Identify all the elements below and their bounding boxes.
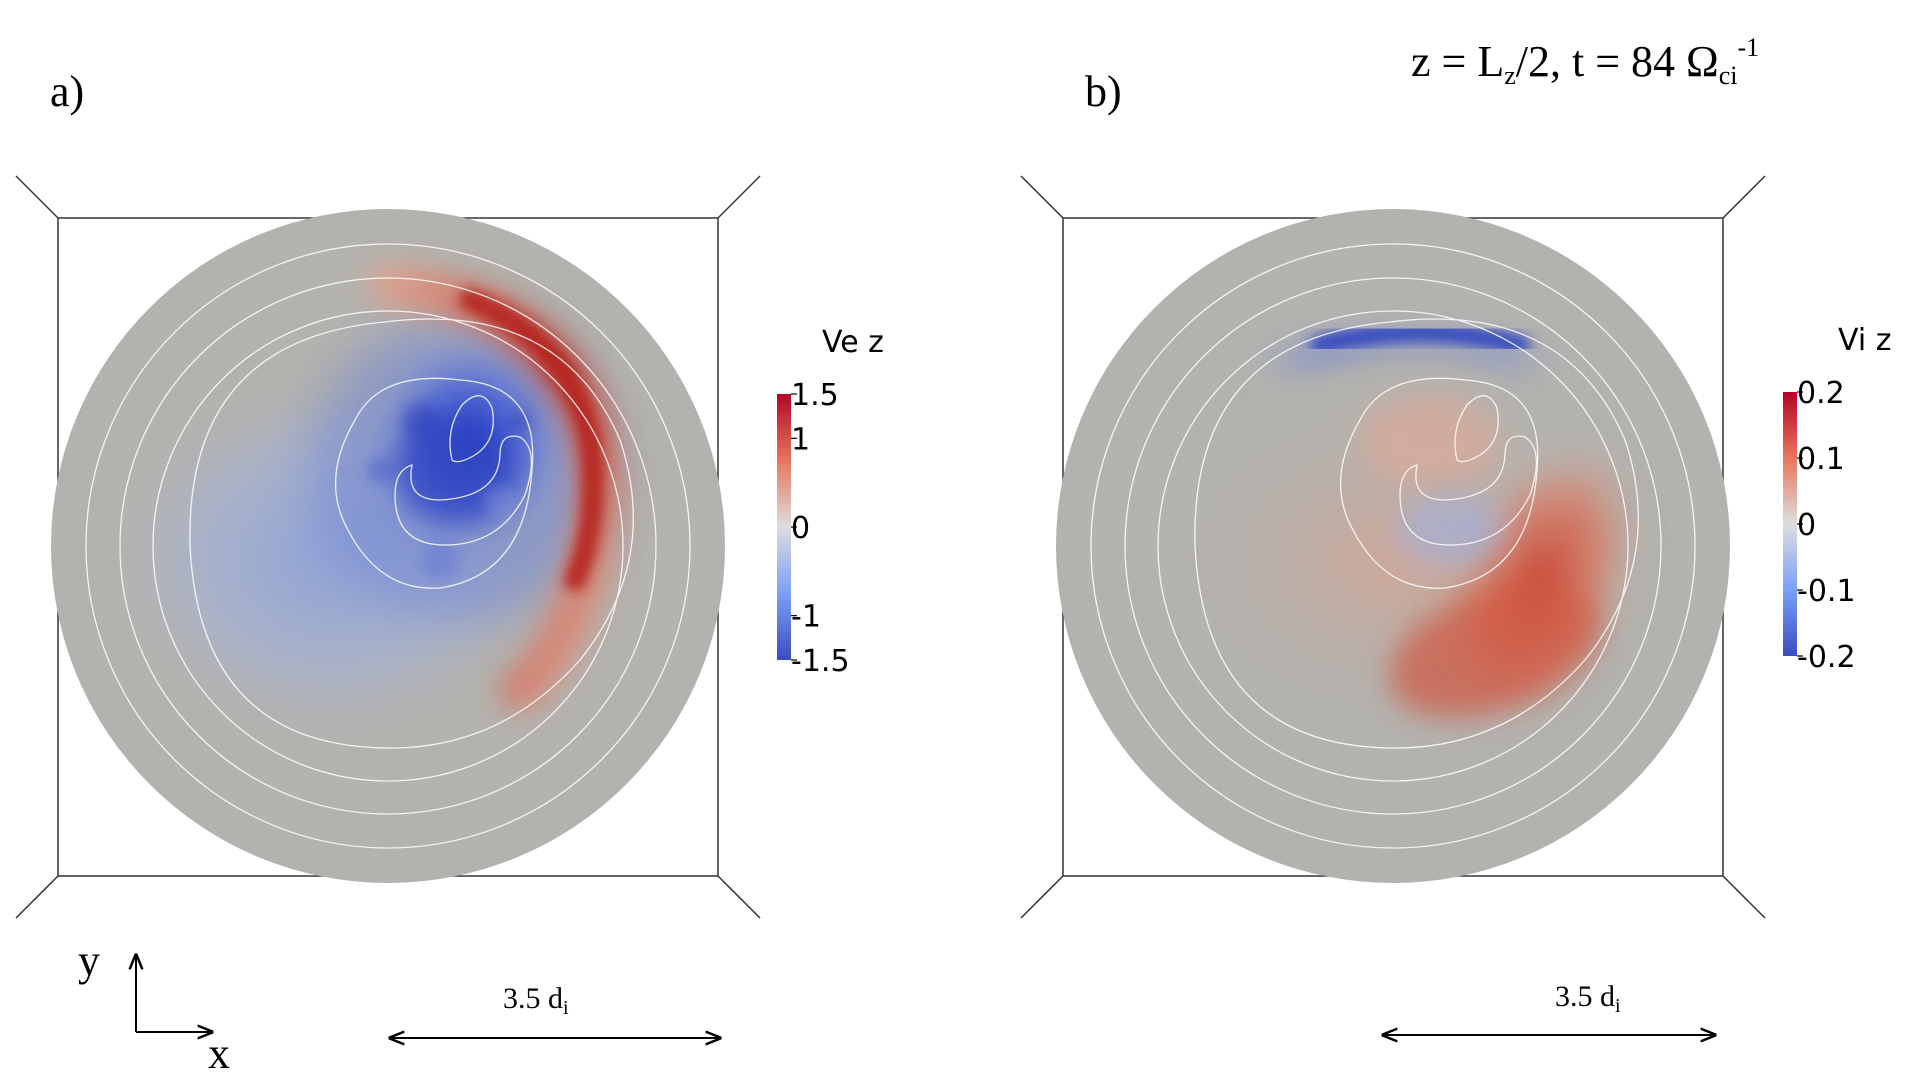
scale-bar-label: 3.5 di xyxy=(1555,980,1621,1017)
scale-bar-b: 3.5 di xyxy=(1383,980,1715,1035)
colorbar-ticks: 1.5 1 0 -1 -1.5 xyxy=(791,378,850,679)
colorbar-tick-label: -1 xyxy=(791,600,821,635)
colorbar-tick-label: 1.5 xyxy=(791,378,839,413)
panel-a: a) xyxy=(15,67,884,1078)
colorbar-tick-label: 0.2 xyxy=(1797,376,1845,411)
colorbar-tick-label: -1.5 xyxy=(791,644,850,679)
colorbar-title: Ve z xyxy=(822,325,884,360)
axes-indicator: y x xyxy=(78,936,230,1078)
x-axis-label: x xyxy=(208,1029,230,1078)
flux-contours xyxy=(1090,243,1696,849)
colorbar-tick-label: 0 xyxy=(791,511,810,546)
figure-caption: z = Lz/2, t = 84 Ωci-1 xyxy=(1411,33,1759,90)
scale-bar-label: 3.5 di xyxy=(503,982,569,1019)
scale-bar-a: 3.5 di xyxy=(390,982,720,1038)
colorbar-ticks: 0.2 0.1 0 -0.1 -0.2 xyxy=(1797,376,1856,675)
colorbar-tick-label: 1 xyxy=(791,422,810,457)
velocity-field-disk xyxy=(51,209,725,883)
colorbar-b: Vi z 0.2 0.1 0 -0.1 -0.2 xyxy=(1783,323,1891,675)
colorbar-gradient xyxy=(1783,392,1797,656)
colorbar-title: Vi z xyxy=(1838,323,1891,358)
colorbar-tick-label: 0.1 xyxy=(1797,442,1845,477)
flux-contours xyxy=(85,243,691,849)
colorbar-tick-label: -0.2 xyxy=(1797,640,1856,675)
panel-b: b) xyxy=(1020,67,1891,1035)
panel-label: b) xyxy=(1085,67,1122,116)
panel-label: a) xyxy=(50,67,84,116)
colorbar-gradient xyxy=(777,394,791,660)
colorbar-a: Ve z 1.5 1 0 -1 -1.5 xyxy=(777,325,884,679)
colorbar-tick-label: 0 xyxy=(1797,508,1816,543)
y-axis-label: y xyxy=(78,936,100,985)
colorbar-tick-label: -0.1 xyxy=(1797,574,1856,609)
velocity-field-disk xyxy=(1056,209,1730,883)
